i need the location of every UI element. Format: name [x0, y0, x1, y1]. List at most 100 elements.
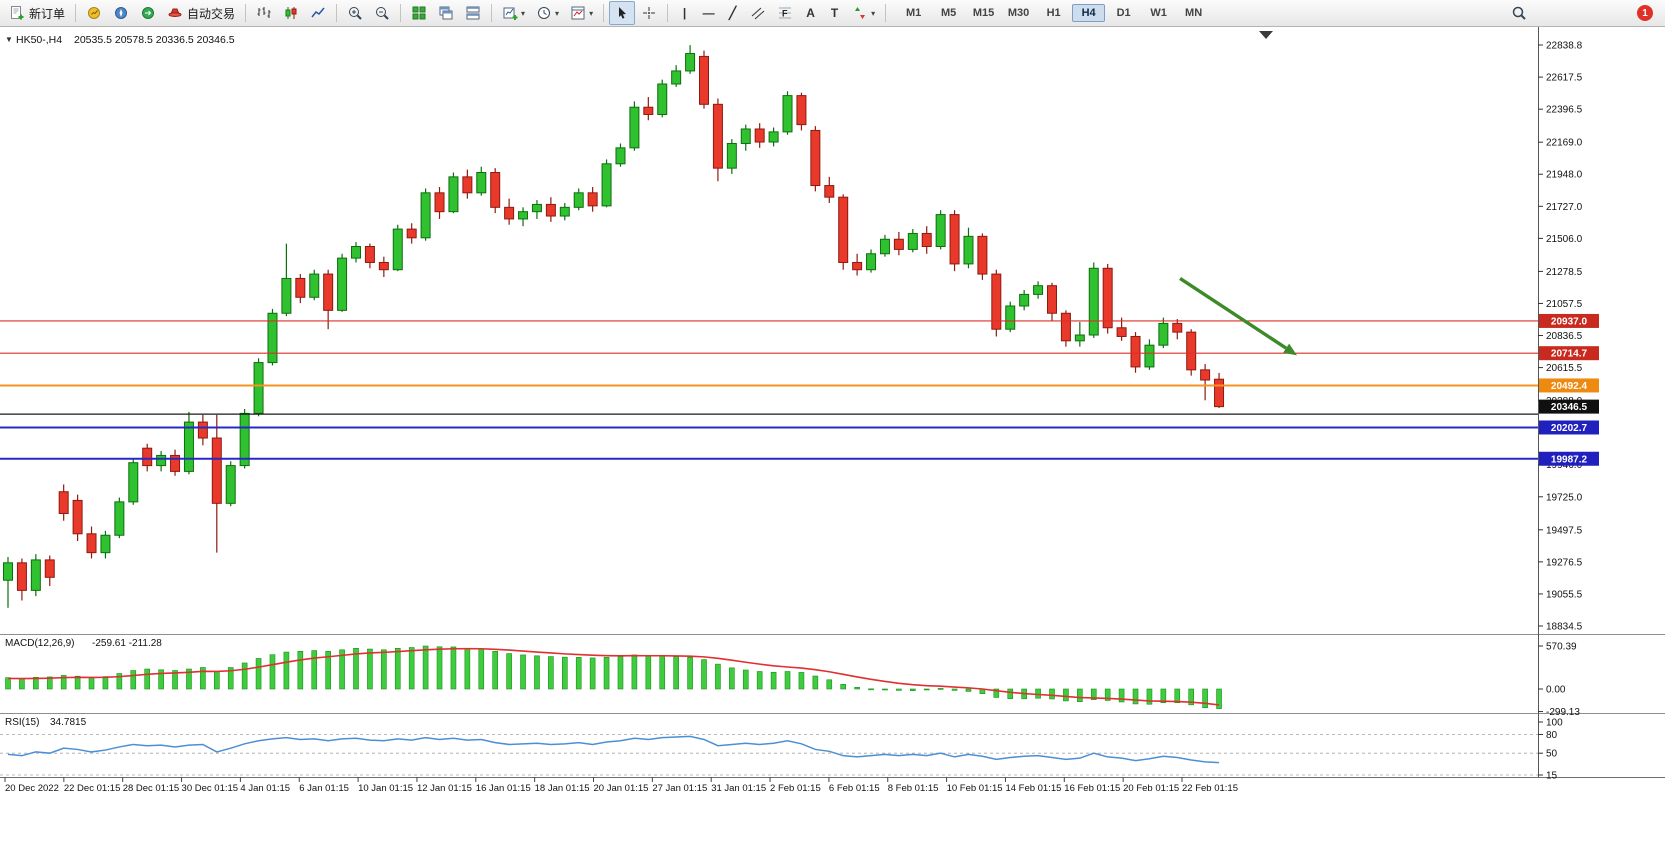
- fibonacci-tool-button[interactable]: F: [772, 1, 798, 25]
- bar-chart-icon: [257, 7, 271, 18]
- support-resistance-lines[interactable]: [0, 320, 1538, 460]
- chevron-down-icon[interactable]: ▾: [521, 8, 526, 18]
- channel-tool-button[interactable]: [745, 1, 771, 25]
- tile-grid-icon: [412, 6, 426, 20]
- trendline-tool-button[interactable]: ╱: [721, 1, 744, 25]
- svg-text:22838.8: 22838.8: [1546, 41, 1583, 52]
- terminal-button[interactable]: [135, 1, 161, 25]
- separator: [603, 4, 605, 22]
- line-chart-mode-button[interactable]: [305, 1, 331, 25]
- line-chart-icon: [311, 7, 325, 18]
- arrows-tool-button[interactable]: ▾: [847, 1, 880, 25]
- label-tool-button[interactable]: T: [823, 1, 846, 25]
- zoom-out-button[interactable]: [369, 1, 395, 25]
- timeframe-button-w1[interactable]: W1: [1150, 7, 1167, 19]
- svg-text:20 Jan 01:15: 20 Jan 01:15: [594, 783, 649, 794]
- auto-trading-button[interactable]: 自动交易: [162, 1, 240, 25]
- svg-text:30 Dec 01:15: 30 Dec 01:15: [182, 783, 239, 794]
- timeframe-button-mn[interactable]: MN: [1185, 7, 1203, 19]
- price-tag: [1539, 378, 1599, 393]
- timeframe-button-h4[interactable]: H4: [1072, 4, 1106, 22]
- svg-text:8 Feb 01:15: 8 Feb 01:15: [888, 783, 939, 794]
- svg-text:19987.2: 19987.2: [1551, 454, 1588, 465]
- tile-horizontal-icon: [466, 6, 480, 20]
- chart-shift-marker[interactable]: [1259, 31, 1273, 39]
- equidistant-channel-icon: [751, 7, 765, 20]
- separator: [667, 4, 669, 22]
- svg-text:16 Jan 01:15: 16 Jan 01:15: [476, 783, 531, 794]
- one-click-trading-toggle[interactable]: ▼: [5, 35, 13, 44]
- timeframe-button-m30[interactable]: M30: [1007, 7, 1030, 19]
- rsi-pane[interactable]: [0, 734, 1538, 776]
- svg-text:10 Feb 01:15: 10 Feb 01:15: [947, 783, 1003, 794]
- svg-text:22169.0: 22169.0: [1546, 138, 1583, 149]
- svg-text:20492.4: 20492.4: [1551, 381, 1588, 392]
- candlestick-mode-button[interactable]: [278, 1, 304, 25]
- svg-text:2 Feb 01:15: 2 Feb 01:15: [770, 783, 821, 794]
- svg-text:21278.5: 21278.5: [1546, 267, 1583, 278]
- svg-text:50: 50: [1546, 749, 1558, 760]
- zoom-out-icon: [376, 7, 389, 20]
- notification-badge[interactable]: 1: [1637, 5, 1653, 21]
- timeframe-button-h1[interactable]: H1: [1046, 7, 1061, 19]
- tile-horizontal-button[interactable]: [460, 1, 486, 25]
- macd-pane[interactable]: [5, 645, 1222, 709]
- search-icon: [1512, 6, 1526, 20]
- svg-text:21727.0: 21727.0: [1546, 202, 1583, 213]
- price-axis[interactable]: 22838.8 22617.5 22396.5 22169.0 21948.0 21727…: [1538, 41, 1599, 782]
- svg-text:19276.5: 19276.5: [1546, 557, 1583, 568]
- timeframe-button-m5[interactable]: M5: [940, 7, 957, 19]
- rsi-indicator-label: RSI(15): [5, 717, 39, 728]
- macd-indicator-label: MACD(12,26,9): [5, 638, 74, 649]
- new-chart-button[interactable]: ▾: [497, 1, 530, 25]
- template-button[interactable]: ▾: [565, 1, 598, 25]
- label-tool-icon: T: [830, 6, 839, 20]
- cursor-icon: [619, 7, 627, 19]
- vertical-line-tool-button[interactable]: |: [673, 1, 696, 25]
- svg-text:19497.5: 19497.5: [1546, 525, 1583, 536]
- search-button[interactable]: [1506, 1, 1532, 25]
- crosshair-tool-button[interactable]: [636, 1, 662, 25]
- svg-text:80: 80: [1546, 730, 1558, 741]
- auto-trading-label: 自动交易: [187, 6, 236, 21]
- time-axis[interactable]: 20 Dec 2022 22 Dec 01:15 28 Dec 01:15 30 De…: [4, 777, 1238, 794]
- timeframe-button-m15[interactable]: M15: [972, 7, 995, 19]
- chevron-down-icon[interactable]: ▾: [589, 8, 594, 18]
- horizontal-line-tool-button[interactable]: —: [697, 1, 720, 25]
- price-tag: [1539, 420, 1599, 435]
- main-chart-pane[interactable]: [0, 45, 1538, 608]
- chart-window[interactable]: 22838.8 22617.5 22396.5 22169.0 21948.0 21727…: [0, 27, 1665, 843]
- cascade-windows-button[interactable]: [433, 1, 459, 25]
- svg-text:20202.7: 20202.7: [1551, 423, 1588, 434]
- svg-text:27 Jan 01:15: 27 Jan 01:15: [652, 783, 707, 794]
- navigator-icon: [115, 7, 128, 19]
- chart-ohlc-label: 20535.5 20578.5 20336.5 20346.5: [74, 34, 235, 46]
- navigator-button[interactable]: [108, 1, 134, 25]
- period-button[interactable]: ▾: [531, 1, 564, 25]
- price-tag: [1539, 313, 1599, 328]
- chevron-down-icon[interactable]: ▾: [555, 8, 560, 18]
- trend-arrow-annotation[interactable]: [1179, 277, 1297, 356]
- clock-icon: [538, 7, 551, 19]
- text-tool-button[interactable]: A: [799, 1, 822, 25]
- timeframe-button-d1[interactable]: D1: [1116, 7, 1131, 19]
- price-tag: [1539, 451, 1599, 466]
- zoom-in-button[interactable]: [342, 1, 368, 25]
- svg-text:20937.0: 20937.0: [1551, 316, 1588, 327]
- svg-text:-299.13: -299.13: [1546, 707, 1580, 718]
- vertical-line-icon: |: [682, 6, 687, 20]
- svg-text:6 Jan 01:15: 6 Jan 01:15: [299, 783, 349, 794]
- svg-text:19725.0: 19725.0: [1546, 492, 1583, 503]
- chart-symbol-label: HK50-,H4: [16, 34, 62, 46]
- new-order-button[interactable]: 新订单: [4, 1, 70, 25]
- separator: [400, 4, 402, 22]
- tile-windows-button[interactable]: [406, 1, 432, 25]
- svg-text:10 Jan 01:15: 10 Jan 01:15: [358, 783, 413, 794]
- cursor-tool-button[interactable]: [609, 1, 636, 25]
- bar-chart-mode-button[interactable]: [251, 1, 277, 25]
- timeframe-button-m1[interactable]: M1: [905, 7, 922, 19]
- chart-template-icon: [571, 6, 585, 20]
- svg-text:20 Dec 2022: 20 Dec 2022: [5, 783, 59, 794]
- market-watch-button[interactable]: [81, 1, 107, 25]
- chevron-down-icon[interactable]: ▾: [871, 8, 876, 18]
